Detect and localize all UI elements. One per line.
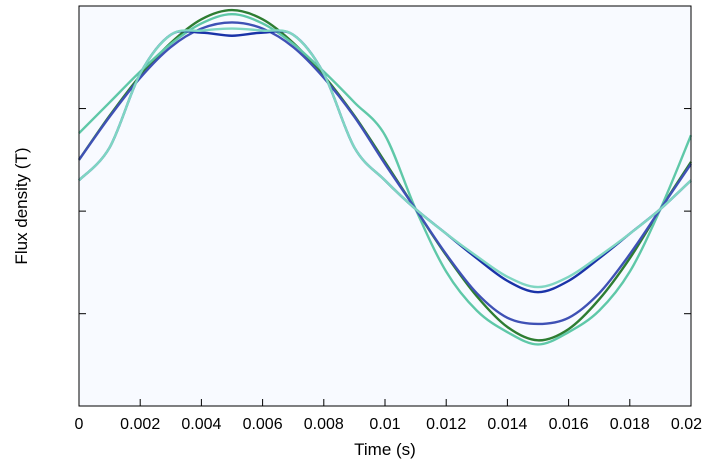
x-axis: 0 0.002 0.004 0.006 0.008 0.01 0.012 0.014 0.016… [75,399,702,433]
x-tick-label-7: 0.014 [487,416,527,433]
y-axis-ticks [79,108,691,315]
x-tick-label-10: 0.02 [671,416,702,433]
x-tick-label-5: 0.01 [369,416,400,433]
series-line-3 [78,21,692,326]
plot-area [79,6,691,406]
x-tick-label-8: 0.016 [549,416,589,433]
x-tick-label-2: 0.004 [181,416,221,433]
series-line-5 [78,27,692,289]
x-tick-label-9: 0.018 [610,416,650,433]
y-axis-label: Flux density (T) [12,147,31,264]
x-tick-label-6: 0.012 [426,416,466,433]
x-tick-label-3: 0.006 [243,416,283,433]
series-line-2 [78,13,693,346]
series-layer [78,8,693,346]
x-axis-label: Time (s) [354,440,416,459]
x-tick-label-0: 0 [75,416,84,433]
x-tick-label-4: 0.008 [304,416,344,433]
x-tick-label-1: 0.002 [120,416,160,433]
